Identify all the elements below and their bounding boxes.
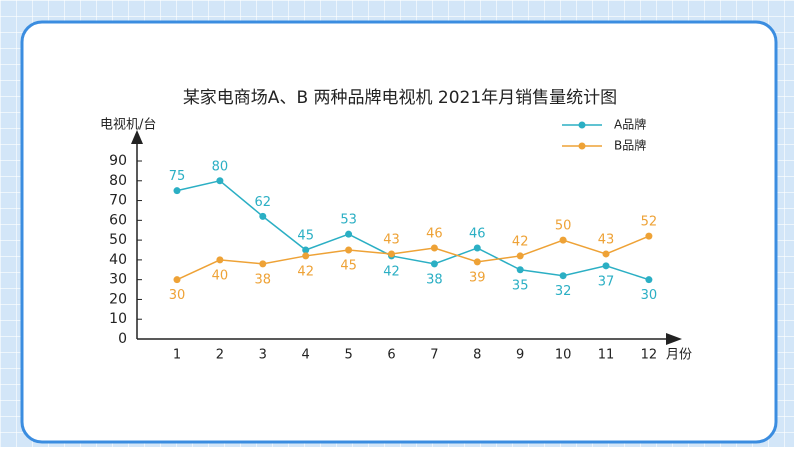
data-label: 35 (512, 278, 529, 293)
x-tick-label: 9 (516, 348, 524, 363)
data-label: 42 (297, 264, 314, 279)
data-point (173, 187, 181, 195)
data-label: 62 (255, 195, 272, 210)
y-tick-label: 40 (109, 252, 127, 268)
data-point (216, 256, 224, 264)
y-axis-arrow (131, 130, 143, 144)
x-tick-label: 7 (430, 348, 438, 363)
data-point (302, 252, 310, 260)
y-tick-label: 80 (109, 173, 127, 189)
y-axis-label: 电视机/台 (100, 118, 156, 133)
data-label: 42 (383, 264, 400, 279)
x-tick-label: 8 (473, 348, 481, 363)
data-point (345, 230, 353, 238)
data-point (216, 177, 224, 185)
data-label: 45 (297, 229, 314, 244)
card (20, 20, 778, 444)
x-tick-label: 2 (216, 348, 224, 363)
y-tick-label: 90 (109, 153, 127, 169)
data-label: 52 (641, 215, 658, 230)
y-tick-label: 0 (118, 331, 127, 347)
data-label: 43 (383, 232, 400, 247)
data-label: 32 (555, 284, 572, 299)
data-point (473, 258, 481, 266)
data-label: 75 (169, 169, 186, 184)
data-point (473, 244, 481, 252)
data-label: 42 (512, 234, 529, 249)
data-point (602, 262, 610, 270)
data-point (259, 212, 267, 220)
data-label: 30 (169, 288, 186, 303)
series-line (176, 179, 650, 281)
data-point (345, 246, 353, 254)
y-tick-label: 20 (109, 291, 127, 307)
x-axis-arrow (666, 333, 682, 345)
data-point (645, 276, 653, 284)
x-tick-label: 10 (555, 348, 572, 363)
legend-label: A品牌 (614, 118, 646, 132)
x-tick-label: 5 (344, 348, 352, 363)
data-label: 39 (469, 270, 486, 285)
data-point (645, 232, 653, 240)
y-tick-label: 70 (109, 193, 127, 209)
data-point (388, 250, 395, 258)
data-point (559, 272, 567, 280)
legend-marker (578, 121, 586, 129)
data-label: 46 (469, 227, 486, 242)
data-point (173, 276, 181, 284)
legend-marker (578, 142, 586, 150)
data-point (430, 244, 438, 252)
legend-label: B品牌 (614, 139, 646, 153)
x-axis-label: 月份 (666, 348, 692, 363)
y-tick-label: 10 (109, 311, 127, 327)
y-tick-label: 30 (109, 272, 127, 288)
x-tick-label: 3 (259, 348, 267, 363)
y-tick-label: 60 (109, 212, 127, 228)
data-label: 30 (641, 288, 658, 303)
data-label: 50 (555, 219, 572, 234)
x-tick-label: 6 (387, 348, 395, 363)
x-tick-label: 1 (173, 348, 181, 363)
data-label: 46 (426, 227, 443, 242)
data-label: 43 (598, 232, 615, 247)
data-point (559, 236, 567, 244)
data-label: 53 (340, 213, 357, 228)
x-tick-label: 12 (641, 348, 658, 363)
data-label: 38 (426, 272, 443, 287)
x-tick-label: 11 (598, 348, 615, 363)
y-tick-label: 50 (109, 232, 127, 248)
data-label: 40 (212, 268, 229, 283)
series-line (176, 235, 650, 281)
x-tick-label: 4 (302, 348, 310, 363)
data-point (302, 246, 310, 254)
chart-title: 某家电商场A、B 两种品牌电视机 2021年月销售量统计图 (183, 88, 617, 108)
data-point (259, 260, 267, 268)
data-label: 45 (340, 259, 357, 274)
data-point (430, 260, 438, 268)
data-label: 80 (212, 159, 229, 174)
data-point (516, 252, 524, 260)
data-point (516, 266, 524, 274)
data-label: 37 (598, 274, 615, 289)
data-label: 38 (255, 272, 272, 287)
data-point (602, 250, 610, 258)
